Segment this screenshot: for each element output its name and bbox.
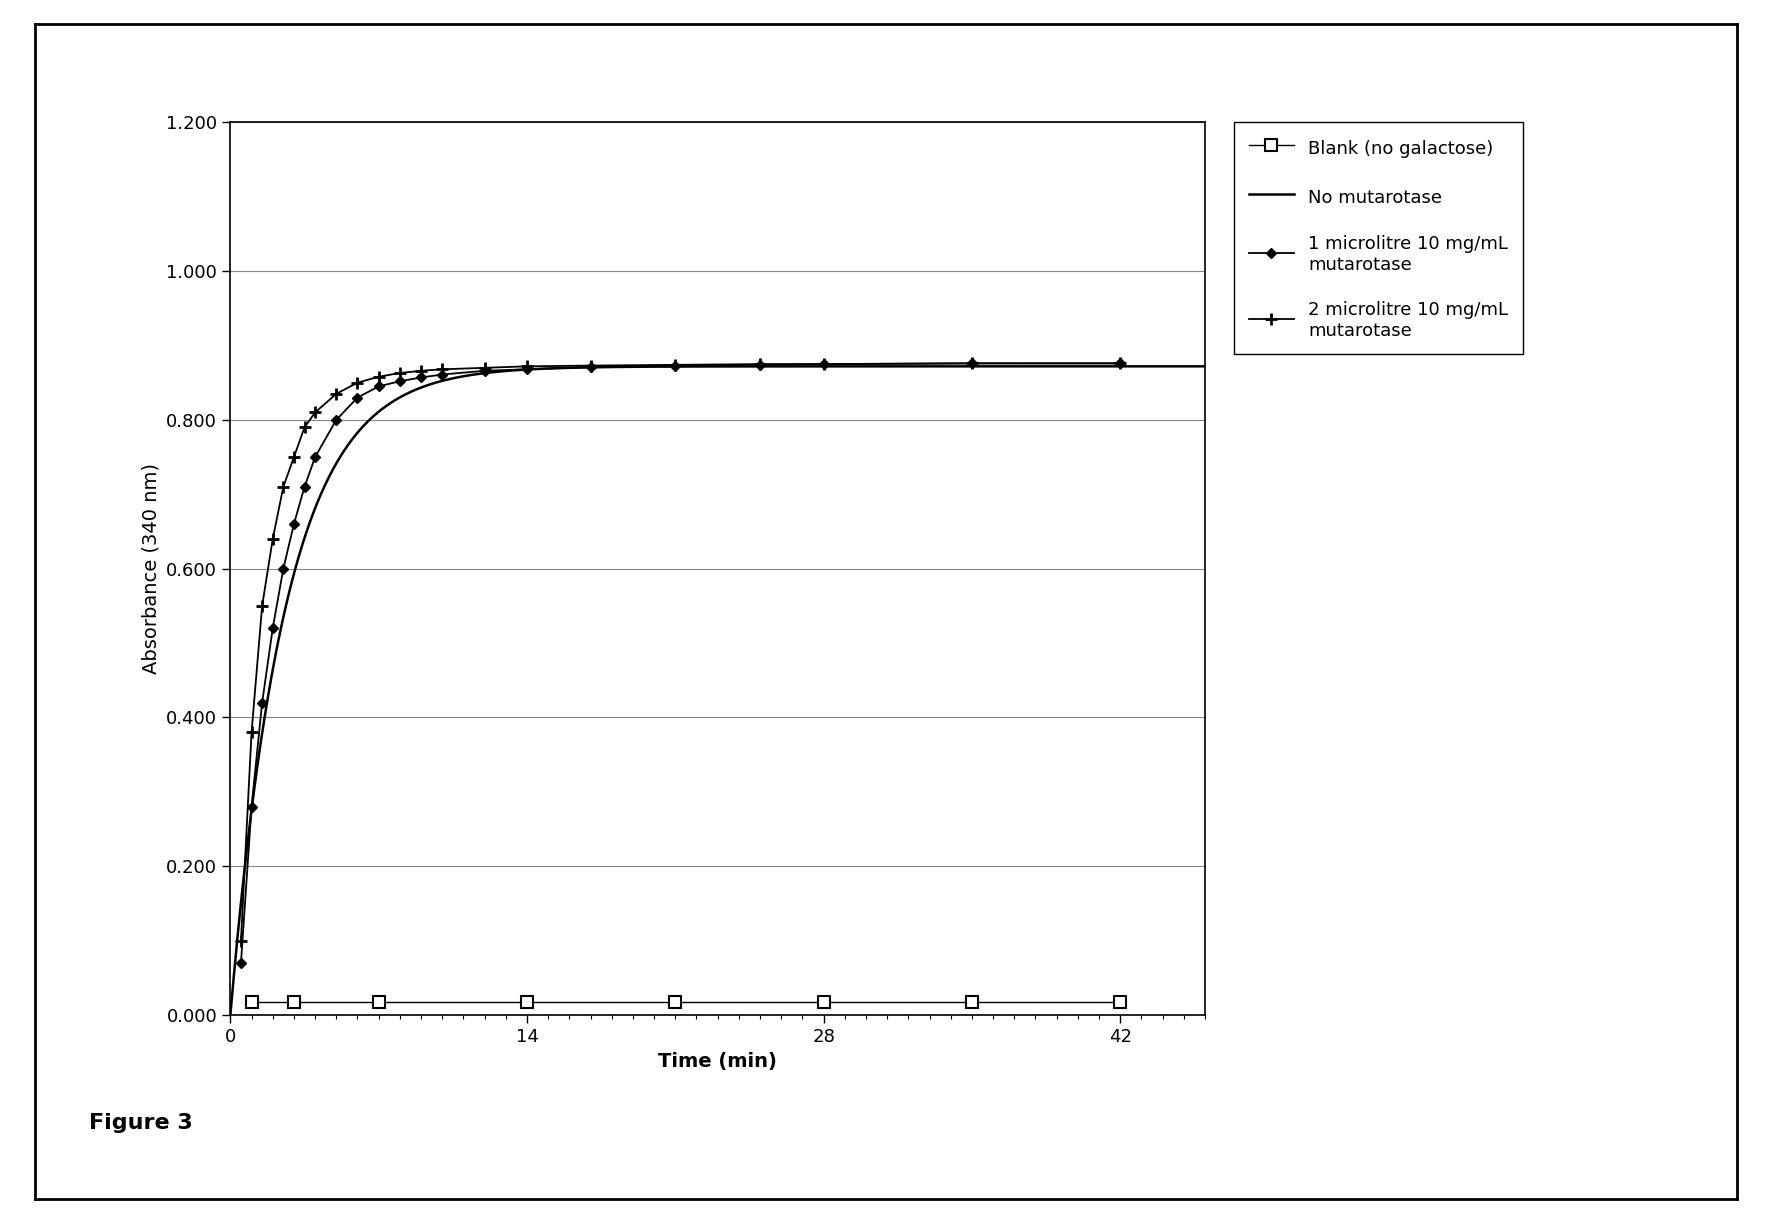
- 2 microlitre 10 mg/mL
mutarotase: [579, 358, 601, 373]
- 2 microlitre 10 mg/mL
mutarotase: [516, 360, 537, 374]
- No mutarotase: [668, 360, 689, 374]
- 1 microlitre 10 mg/mL
mutarotase: [750, 357, 771, 372]
- 2 microlitre 10 mg/mL
mutarotase: [1109, 356, 1131, 371]
- Line: 1 microlitre 10 mg/mL
mutarotase: 1 microlitre 10 mg/mL mutarotase: [237, 360, 1123, 966]
- 1 microlitre 10 mg/mL
mutarotase: [369, 379, 390, 394]
- No mutarotase: [1166, 360, 1187, 374]
- 1 microlitre 10 mg/mL
mutarotase: [241, 800, 262, 815]
- Line: 2 microlitre 10 mg/mL
mutarotase: 2 microlitre 10 mg/mL mutarotase: [234, 357, 1127, 947]
- 1 microlitre 10 mg/mL
mutarotase: [813, 357, 835, 372]
- 1 microlitre 10 mg/mL
mutarotase: [516, 362, 537, 377]
- 1 microlitre 10 mg/mL
mutarotase: [960, 356, 982, 371]
- 2 microlitre 10 mg/mL
mutarotase: [326, 386, 347, 401]
- 2 microlitre 10 mg/mL
mutarotase: [813, 357, 835, 372]
- 1 microlitre 10 mg/mL
mutarotase: [305, 450, 326, 465]
- Blank (no galactose): [369, 994, 390, 1009]
- Blank (no galactose): [241, 994, 262, 1009]
- Legend: Blank (no galactose), No mutarotase, 1 microlitre 10 mg/mL
mutarotase, 2 microli: Blank (no galactose), No mutarotase, 1 m…: [1233, 122, 1522, 355]
- 2 microlitre 10 mg/mL
mutarotase: [230, 933, 252, 948]
- 2 microlitre 10 mg/mL
mutarotase: [294, 419, 315, 434]
- 2 microlitre 10 mg/mL
mutarotase: [273, 479, 294, 494]
- 2 microlitre 10 mg/mL
mutarotase: [473, 361, 494, 375]
- Blank (no galactose): [960, 994, 982, 1009]
- Text: Figure 3: Figure 3: [89, 1113, 193, 1132]
- Blank (no galactose): [813, 994, 835, 1009]
- 1 microlitre 10 mg/mL
mutarotase: [579, 360, 601, 374]
- No mutarotase: [220, 1008, 241, 1022]
- 2 microlitre 10 mg/mL
mutarotase: [262, 532, 284, 547]
- No mutarotase: [987, 360, 1008, 374]
- 1 microlitre 10 mg/mL
mutarotase: [473, 363, 494, 378]
- 1 microlitre 10 mg/mL
mutarotase: [262, 621, 284, 636]
- 2 microlitre 10 mg/mL
mutarotase: [347, 375, 369, 390]
- 1 microlitre 10 mg/mL
mutarotase: [252, 695, 273, 709]
- 2 microlitre 10 mg/mL
mutarotase: [411, 363, 432, 378]
- 2 microlitre 10 mg/mL
mutarotase: [664, 357, 686, 372]
- Blank (no galactose): [664, 994, 686, 1009]
- 1 microlitre 10 mg/mL
mutarotase: [326, 412, 347, 427]
- 1 microlitre 10 mg/mL
mutarotase: [432, 367, 454, 382]
- 1 microlitre 10 mg/mL
mutarotase: [390, 374, 411, 389]
- Blank (no galactose): [284, 994, 305, 1009]
- 2 microlitre 10 mg/mL
mutarotase: [252, 598, 273, 613]
- 2 microlitre 10 mg/mL
mutarotase: [369, 369, 390, 384]
- Blank (no galactose): [516, 994, 537, 1009]
- Line: No mutarotase: No mutarotase: [230, 367, 1205, 1015]
- No mutarotase: [1194, 360, 1216, 374]
- No mutarotase: [693, 360, 714, 374]
- 2 microlitre 10 mg/mL
mutarotase: [750, 357, 771, 372]
- 1 microlitre 10 mg/mL
mutarotase: [294, 479, 315, 494]
- 1 microlitre 10 mg/mL
mutarotase: [273, 561, 294, 576]
- 2 microlitre 10 mg/mL
mutarotase: [241, 725, 262, 740]
- 1 microlitre 10 mg/mL
mutarotase: [347, 390, 369, 405]
- 2 microlitre 10 mg/mL
mutarotase: [284, 450, 305, 465]
- Line: Blank (no galactose): Blank (no galactose): [245, 996, 1127, 1008]
- 2 microlitre 10 mg/mL
mutarotase: [305, 405, 326, 419]
- X-axis label: Time (min): Time (min): [657, 1052, 778, 1071]
- 1 microlitre 10 mg/mL
mutarotase: [1109, 356, 1131, 371]
- 1 microlitre 10 mg/mL
mutarotase: [664, 358, 686, 373]
- Blank (no galactose): [1109, 994, 1131, 1009]
- 1 microlitre 10 mg/mL
mutarotase: [230, 955, 252, 970]
- Y-axis label: Absorbance (340 nm): Absorbance (340 nm): [142, 464, 161, 674]
- No mutarotase: [269, 625, 291, 640]
- 2 microlitre 10 mg/mL
mutarotase: [390, 366, 411, 380]
- 1 microlitre 10 mg/mL
mutarotase: [411, 371, 432, 385]
- 2 microlitre 10 mg/mL
mutarotase: [960, 356, 982, 371]
- No mutarotase: [1166, 360, 1187, 374]
- 2 microlitre 10 mg/mL
mutarotase: [432, 362, 454, 377]
- 1 microlitre 10 mg/mL
mutarotase: [284, 516, 305, 531]
